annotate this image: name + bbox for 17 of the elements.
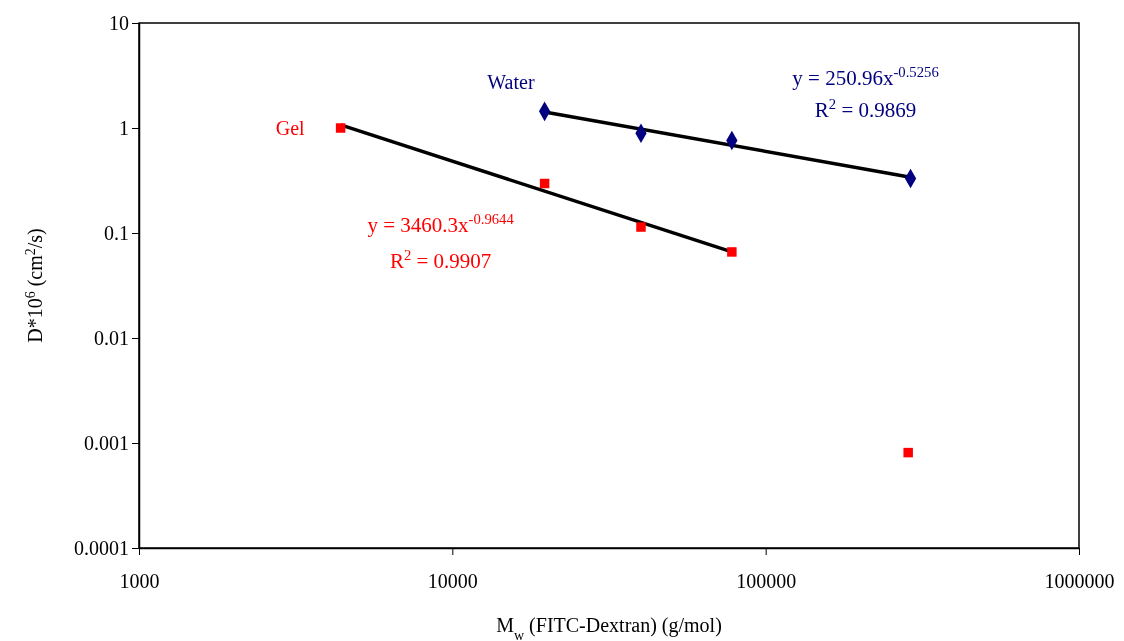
x-tick-label: 1000	[119, 570, 160, 592]
series-label: Water	[487, 71, 535, 94]
y-tick-label: 0.0001	[74, 536, 129, 559]
annotation: y = 3460.3x$^{-0.9644}$	[367, 210, 515, 237]
y-tick-label: 0.1	[104, 221, 129, 244]
x-axis-title: M$_{w}$ (FITC-Dextran) (g/mol)	[496, 614, 722, 641]
annotation: y = 250.96x$^{-0.5256}$	[792, 64, 939, 91]
x-tick-label: 100000	[736, 570, 797, 592]
series-label: Gel	[275, 117, 306, 139]
y-tick-label: 0.001	[84, 431, 129, 454]
x-tick-label: 10000	[427, 570, 478, 592]
y-tick-label: 1	[119, 116, 129, 139]
y-tick-label: 0.01	[94, 326, 129, 349]
annotation: R$^{2}$ = 0.9907	[389, 246, 492, 273]
x-tick-label: 1000000	[1044, 570, 1115, 592]
y-tick-label: 10	[109, 11, 129, 34]
annotation: R$^{2}$ = 0.9869	[814, 96, 917, 123]
